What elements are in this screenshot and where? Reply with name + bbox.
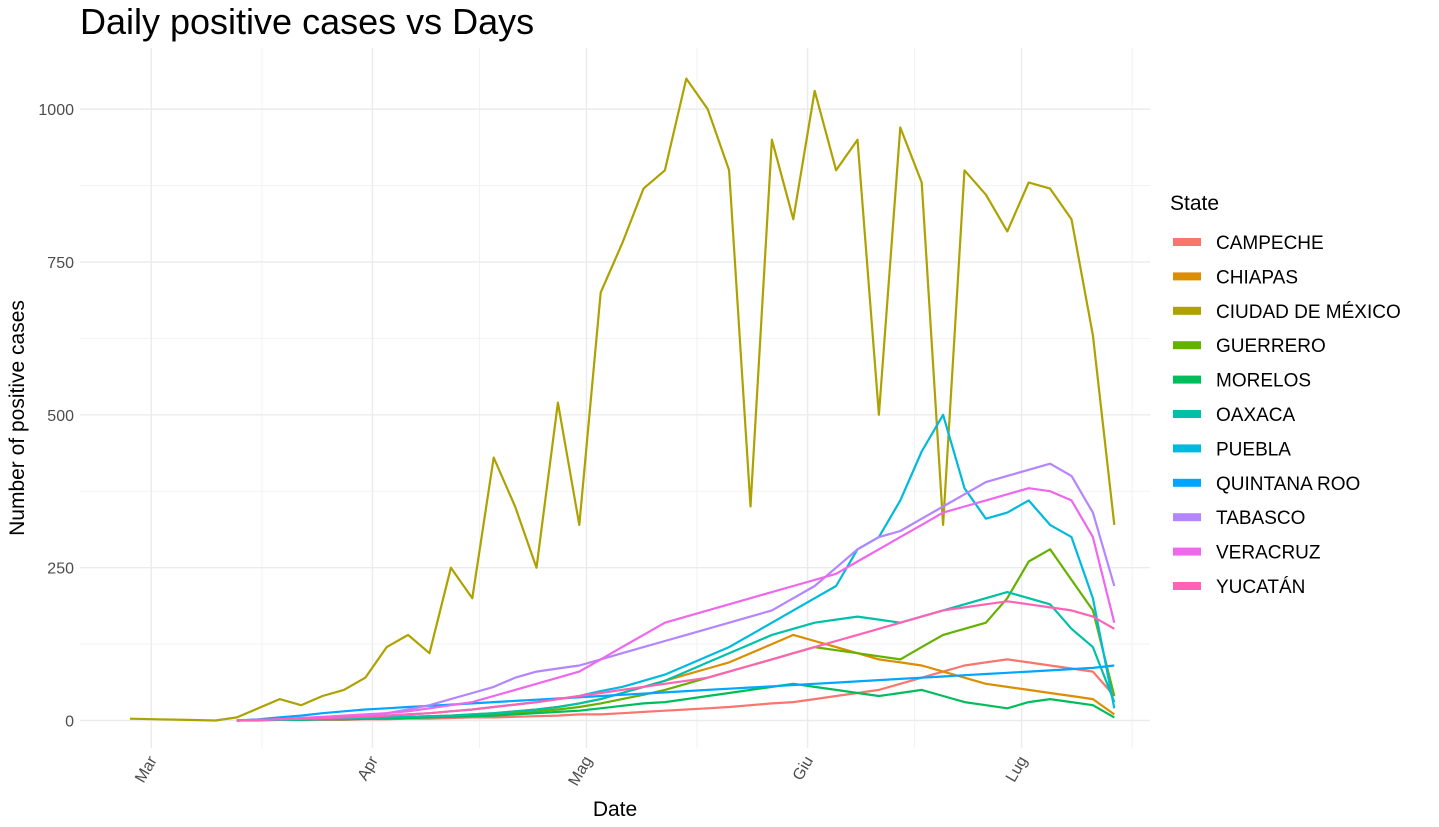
series-line <box>236 682 1115 722</box>
x-tick-label: Mag <box>566 754 596 789</box>
legend-label: CAMPECHE <box>1216 233 1324 254</box>
series-line <box>236 487 1116 722</box>
chart-title: Daily positive cases vs Days <box>80 1 534 42</box>
legend: State CAMPECHE CHIAPAS CIUDAD DE MÉXICO GUE… <box>1170 192 1401 598</box>
x-tick-label: Apr <box>355 753 383 784</box>
legend-swatch <box>1173 410 1201 418</box>
y-axis-title: Number of positive cases <box>6 300 29 536</box>
legend-swatch <box>1173 478 1201 487</box>
legend-swatch <box>1173 306 1201 315</box>
series-lines <box>129 77 1116 722</box>
x-axis-ticks: Mar Apr Mag Giu Lug <box>132 753 1031 789</box>
legend-label: CHIAPAS <box>1216 267 1298 288</box>
y-axis-ticks: 0 250 500 750 1000 <box>38 102 74 730</box>
legend-label: QUINTANA ROO <box>1216 474 1360 495</box>
y-tick-label: 0 <box>65 713 74 730</box>
x-tick-label: Giu <box>790 754 817 784</box>
y-tick-label: 250 <box>47 561 74 578</box>
legend-swatch <box>1173 444 1201 453</box>
series-line <box>236 600 1115 722</box>
legend-label: OAXACA <box>1216 405 1296 426</box>
y-tick-label: 500 <box>47 408 74 425</box>
y-tick-label: 750 <box>47 255 74 272</box>
series-line <box>129 77 1116 722</box>
legend-swatch <box>1173 238 1201 246</box>
series-line <box>236 633 1115 722</box>
legend-swatch <box>1173 582 1201 590</box>
legend-label: TABASCO <box>1216 508 1305 529</box>
legend-label: PUEBLA <box>1216 439 1291 460</box>
legend-label: YUCATÁN <box>1216 577 1305 598</box>
grid <box>80 48 1150 748</box>
legend-label: VERACRUZ <box>1216 543 1321 564</box>
series-line <box>236 548 1116 722</box>
legend-swatch <box>1173 547 1201 556</box>
series-line <box>236 664 1115 722</box>
legend-swatch <box>1173 272 1201 281</box>
x-axis-title: Date <box>593 798 637 821</box>
legend-swatch <box>1173 375 1201 384</box>
legend-swatch <box>1173 513 1201 522</box>
legend-label: GUERRERO <box>1216 336 1326 357</box>
legend-swatch <box>1173 341 1201 350</box>
legend-label: MORELOS <box>1216 371 1311 392</box>
legend-label: CIUDAD DE MÉXICO <box>1216 302 1401 323</box>
x-tick-label: Lug <box>1003 754 1031 786</box>
y-tick-label: 1000 <box>38 102 74 119</box>
x-tick-label: Mar <box>132 753 161 786</box>
series-line <box>236 658 1116 722</box>
series-line <box>236 591 1116 722</box>
legend-title: State <box>1170 192 1219 215</box>
